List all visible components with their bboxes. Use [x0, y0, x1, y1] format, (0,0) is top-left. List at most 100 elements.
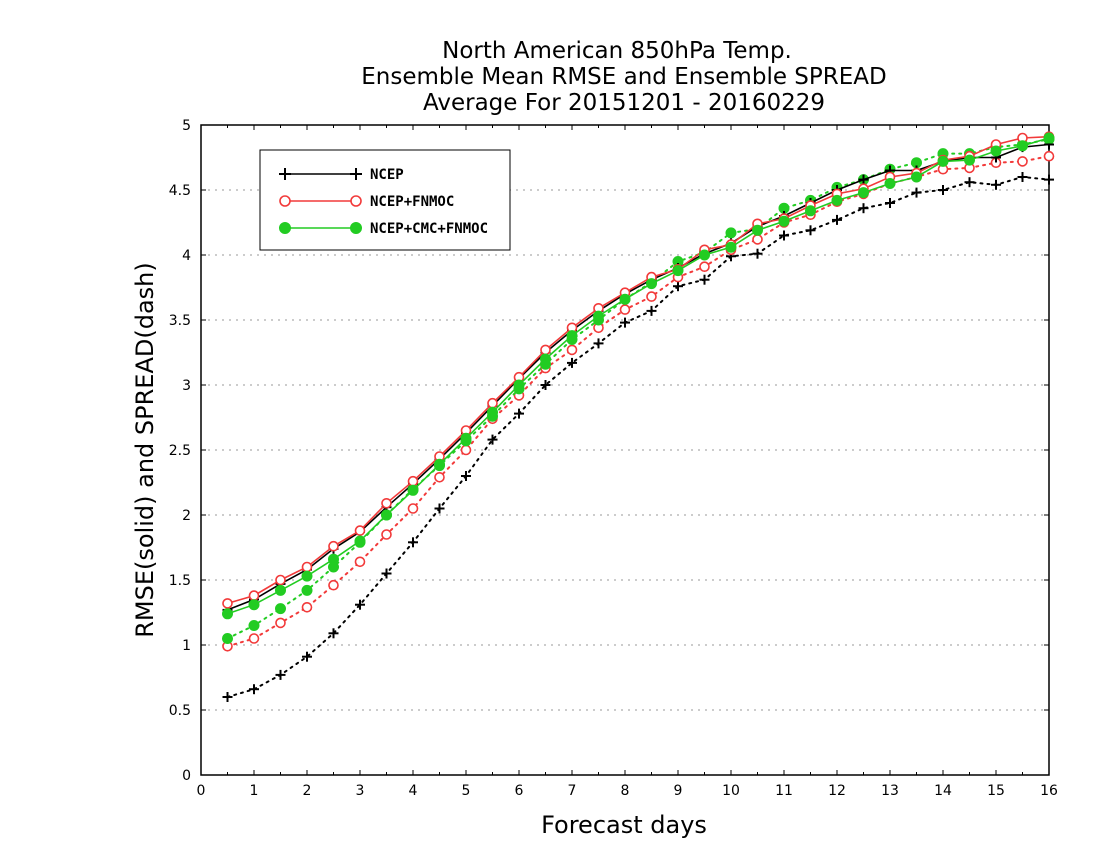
filled-circle-marker: [275, 603, 286, 615]
filled-circle-marker: [725, 241, 737, 253]
plus-marker: [646, 305, 657, 316]
filled-circle-marker: [279, 222, 291, 234]
open-circle-marker: [328, 540, 339, 552]
open-circle-marker: [1017, 156, 1028, 167]
plus-marker: [434, 503, 445, 514]
plus-marker: [805, 225, 816, 236]
x-tick-label: 3: [356, 783, 365, 799]
y-tick-label: 1.5: [169, 573, 191, 589]
x-tick-label: 15: [987, 783, 1005, 799]
legend-label: NCEP+CMC+FNMOC: [370, 221, 488, 237]
y-tick-label: 0: [182, 768, 191, 784]
y-tick-label: 5: [182, 118, 191, 134]
filled-circle-marker: [725, 227, 737, 239]
filled-circle-marker: [619, 293, 631, 305]
open-circle-marker: [222, 598, 233, 609]
y-tick-label: 2.5: [169, 443, 191, 459]
x-tick-label: 4: [409, 783, 418, 799]
x-tick-label: 9: [674, 783, 683, 799]
filled-circle-marker: [487, 406, 498, 418]
filled-circle-marker: [301, 584, 313, 596]
legend-entry: NCEP+FNMOC: [279, 194, 454, 210]
series-rmse: [222, 132, 1055, 620]
y-tick-label: 1: [182, 638, 191, 654]
filled-circle-marker: [513, 379, 525, 391]
plus-marker: [832, 214, 842, 225]
open-circle-marker: [328, 579, 339, 591]
filled-circle-marker: [275, 584, 286, 596]
open-circle-marker: [381, 497, 392, 509]
legend-label: NCEP+FNMOC: [370, 194, 454, 210]
open-circle-marker: [566, 344, 578, 356]
title-line-3: Average For 20151201 - 20160229: [423, 90, 825, 116]
open-circle-marker: [354, 525, 366, 536]
series-spread: [222, 172, 1054, 702]
plus-marker: [279, 168, 291, 180]
chart-title: North American 850hPa Temp. Ensemble Mea…: [361, 38, 886, 116]
filled-circle-marker: [805, 205, 816, 217]
filled-circle-marker: [593, 310, 604, 322]
filled-circle-marker: [248, 599, 260, 611]
filled-circle-marker: [964, 154, 975, 166]
open-circle-marker: [407, 475, 419, 487]
filled-circle-marker: [831, 194, 843, 206]
open-circle-marker: [460, 444, 472, 456]
plus-marker: [302, 651, 312, 662]
open-circle-marker: [1043, 150, 1055, 162]
series-line: [226, 155, 1050, 648]
y-tick-label: 0.5: [169, 703, 191, 719]
plus-marker: [779, 230, 789, 241]
plus-marker: [964, 177, 975, 188]
filled-circle-marker: [222, 633, 233, 644]
plus-marker: [911, 187, 922, 198]
open-circle-marker: [699, 261, 710, 273]
legend-box: [259, 149, 511, 251]
y-axis-ticks: 0 0.5 1 1.5 2 2.5 3 3.5 4 4.5 5: [169, 118, 1049, 784]
filled-circle-marker: [990, 145, 1002, 157]
plus-marker: [487, 434, 498, 445]
y-tick-label: 4: [182, 248, 191, 264]
plus-marker: [752, 248, 763, 259]
x-tick-label: 1: [250, 783, 259, 799]
filled-circle-marker: [858, 187, 869, 199]
plus-marker: [858, 174, 869, 185]
filled-circle-marker: [566, 330, 578, 342]
plus-marker: [885, 198, 895, 208]
filled-circle-marker: [460, 432, 472, 444]
y-tick-label: 3.5: [169, 313, 191, 329]
plus-marker: [673, 281, 683, 292]
plus-marker: [1044, 174, 1054, 185]
plus-marker: [567, 357, 577, 368]
open-circle-marker: [381, 529, 392, 540]
filled-circle-marker: [381, 509, 392, 521]
plus-marker: [408, 537, 418, 548]
filled-circle-marker: [354, 535, 366, 547]
plus-marker: [328, 628, 339, 639]
filled-circle-marker: [1017, 140, 1028, 152]
series-layer: [222, 131, 1055, 702]
open-circle-marker: [407, 503, 419, 514]
y-tick-label: 4.5: [169, 183, 191, 199]
plus-marker: [1017, 172, 1028, 182]
plus-marker: [858, 203, 869, 214]
filled-circle-marker: [301, 570, 313, 582]
y-axis-label: RMSE(solid) and SPREAD(dash): [131, 262, 159, 638]
x-axis-ticks: 0 1 2 3 4 5 6 7 8 9 10 11 12 13 14 15 16: [197, 125, 1058, 799]
legend: NCEP NCEP+FNMOC NCEP+CMC+FNMOC: [259, 149, 511, 251]
plus-marker: [593, 338, 604, 349]
filled-circle-marker: [672, 265, 684, 277]
plus-marker: [355, 599, 365, 610]
x-tick-label: 2: [303, 783, 312, 799]
open-circle-marker: [354, 556, 366, 568]
legend-label: NCEP: [370, 167, 404, 183]
x-tick-label: 5: [462, 783, 471, 799]
x-tick-label: 10: [722, 783, 740, 799]
plus-marker: [991, 179, 1001, 190]
open-circle-marker: [301, 601, 313, 613]
filled-circle-marker: [1043, 132, 1055, 144]
open-circle-marker: [752, 234, 763, 245]
plus-marker: [275, 669, 286, 680]
x-tick-label: 13: [881, 783, 899, 799]
open-circle-marker: [646, 291, 657, 302]
filled-circle-marker: [350, 222, 362, 234]
